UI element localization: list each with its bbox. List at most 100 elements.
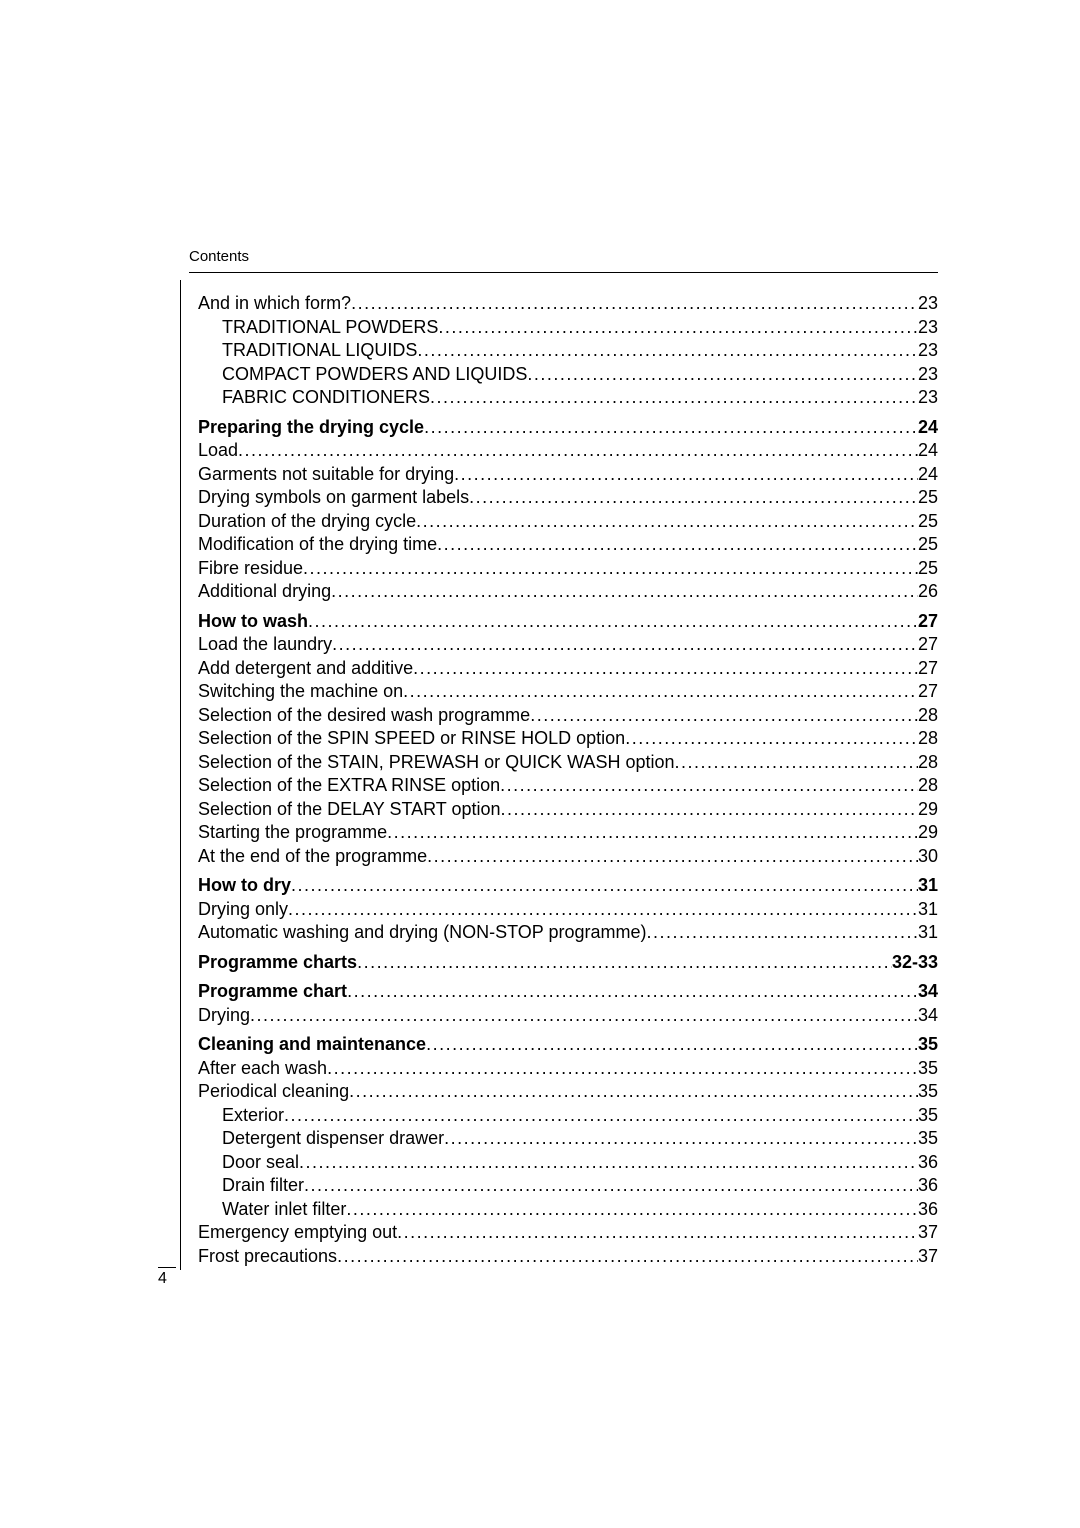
- content-left-rule: [180, 280, 181, 1270]
- toc-line-text: At the end of the programme: [198, 845, 427, 869]
- toc-line-text: Switching the machine on: [198, 680, 403, 704]
- toc-line-text: Programme chart: [198, 980, 347, 1004]
- toc-dot-leader: ........................................…: [427, 845, 918, 869]
- toc-line-page: 23: [918, 339, 938, 363]
- toc-line: Preparing the drying cycle .............…: [198, 416, 938, 440]
- toc-dot-leader: ........................................…: [331, 580, 918, 604]
- toc-dot-leader: ........................................…: [238, 439, 918, 463]
- toc-line: Periodical cleaning ....................…: [198, 1080, 938, 1104]
- toc-dot-leader: ........................................…: [303, 557, 918, 581]
- toc-line-text: Garments not suitable for drying: [198, 463, 454, 487]
- toc-dot-leader: ........................................…: [675, 751, 918, 775]
- toc-dot-leader: ........................................…: [625, 727, 918, 751]
- toc-line-page: 25: [918, 510, 938, 534]
- toc-line-page: 28: [918, 774, 938, 798]
- toc-line: Add detergent and additive .............…: [198, 657, 938, 681]
- toc-line: Water inlet filter .....................…: [198, 1198, 938, 1222]
- toc-line-text: TRADITIONAL POWDERS: [222, 316, 438, 340]
- toc-line-page: 31: [918, 874, 938, 898]
- toc-dot-leader: ........................................…: [288, 898, 918, 922]
- toc-line-text: FABRIC CONDITIONERS: [222, 386, 430, 410]
- toc-line-page: 36: [918, 1198, 938, 1222]
- toc-line-text: Drying: [198, 1004, 250, 1028]
- toc-dot-leader: ........................................…: [416, 510, 918, 534]
- toc-line-text: Additional drying: [198, 580, 331, 604]
- toc-line-text: Preparing the drying cycle: [198, 416, 424, 440]
- toc-line: Selection of the desired wash programme …: [198, 704, 938, 728]
- toc-line-page: 27: [918, 680, 938, 704]
- toc-dot-leader: ........................................…: [387, 821, 918, 845]
- toc-line-page: 35: [918, 1127, 938, 1151]
- toc-line: Garments not suitable for drying .......…: [198, 463, 938, 487]
- toc-line-page: 25: [918, 486, 938, 510]
- toc-line-text: Frost precautions: [198, 1245, 337, 1269]
- toc-line: How to dry .............................…: [198, 874, 938, 898]
- toc-line-page: 37: [918, 1221, 938, 1245]
- toc-line: TRADITIONAL POWDERS ....................…: [198, 316, 938, 340]
- toc-line-page: 29: [918, 821, 938, 845]
- toc-dot-leader: ........................................…: [332, 633, 918, 657]
- toc-line-page: 31: [918, 921, 938, 945]
- toc-dot-leader: ........................................…: [437, 533, 918, 557]
- toc-line-page: 24: [918, 463, 938, 487]
- toc-line: Programme chart ........................…: [198, 980, 938, 1004]
- toc-line-text: Water inlet filter: [222, 1198, 346, 1222]
- toc-line-text: Periodical cleaning: [198, 1080, 349, 1104]
- toc-line: Load ...................................…: [198, 439, 938, 463]
- toc-line-text: Starting the programme: [198, 821, 387, 845]
- toc-line-page: 25: [918, 533, 938, 557]
- toc-line-text: Add detergent and additive: [198, 657, 413, 681]
- toc-line-text: TRADITIONAL LIQUIDS: [222, 339, 417, 363]
- toc-line-page: 31: [918, 898, 938, 922]
- toc-line-text: Detergent dispenser drawer: [222, 1127, 444, 1151]
- toc-dot-leader: ........................................…: [308, 610, 918, 634]
- toc-line: Switching the machine on ...............…: [198, 680, 938, 704]
- footer-rule: [158, 1267, 176, 1268]
- toc-line: Selection of the EXTRA RINSE option ....…: [198, 774, 938, 798]
- toc-line: Automatic washing and drying (NON-STOP p…: [198, 921, 938, 945]
- toc-line: Starting the programme .................…: [198, 821, 938, 845]
- toc-dot-leader: ........................................…: [417, 339, 918, 363]
- toc-line-text: Selection of the SPIN SPEED or RINSE HOL…: [198, 727, 625, 751]
- toc-line-page: 36: [918, 1151, 938, 1175]
- header-label: Contents: [189, 248, 249, 265]
- toc-line: Duration of the drying cycle ...........…: [198, 510, 938, 534]
- toc-line-text: Load the laundry: [198, 633, 332, 657]
- toc-dot-leader: ........................................…: [527, 363, 918, 387]
- toc-line: TRADITIONAL LIQUIDS ....................…: [198, 339, 938, 363]
- toc-line-page: 28: [918, 727, 938, 751]
- toc-line: Drying only ............................…: [198, 898, 938, 922]
- toc-line-page: 27: [918, 657, 938, 681]
- toc-line-text: Emergency emptying out: [198, 1221, 397, 1245]
- toc-line: Drying symbols on garment labels .......…: [198, 486, 938, 510]
- toc-dot-leader: ........................................…: [327, 1057, 918, 1081]
- toc-line: Door seal ..............................…: [198, 1151, 938, 1175]
- toc-dot-leader: ........................................…: [647, 921, 918, 945]
- toc-dot-leader: ........................................…: [403, 680, 918, 704]
- toc-dot-leader: ........................................…: [357, 951, 892, 975]
- toc-line-page: 35: [918, 1057, 938, 1081]
- toc-line-page: 35: [918, 1033, 938, 1057]
- toc-line: After each wash ........................…: [198, 1057, 938, 1081]
- toc-line-page: 28: [918, 704, 938, 728]
- toc-line: And in which form? .....................…: [198, 292, 938, 316]
- toc-dot-leader: ........................................…: [426, 1033, 918, 1057]
- toc-line: Fibre residue ..........................…: [198, 557, 938, 581]
- toc-line: Emergency emptying out .................…: [198, 1221, 938, 1245]
- toc-line: Cleaning and maintenance ...............…: [198, 1033, 938, 1057]
- toc-dot-leader: ........................................…: [337, 1245, 918, 1269]
- toc-dot-leader: ........................................…: [500, 774, 918, 798]
- toc-line-page: 35: [918, 1080, 938, 1104]
- toc-line-text: Programme charts: [198, 951, 357, 975]
- toc-line-text: Drying only: [198, 898, 288, 922]
- toc-dot-leader: ........................................…: [430, 386, 918, 410]
- toc-dot-leader: ........................................…: [454, 463, 918, 487]
- toc-dot-leader: ........................................…: [351, 292, 918, 316]
- page: Contents And in which form? ............…: [0, 0, 1080, 1528]
- toc-line-text: Selection of the DELAY START option: [198, 798, 501, 822]
- toc-line-text: Fibre residue: [198, 557, 303, 581]
- toc-dot-leader: ........................................…: [346, 1198, 918, 1222]
- toc-line-text: Selection of the EXTRA RINSE option: [198, 774, 500, 798]
- toc-line: Additional drying ......................…: [198, 580, 938, 604]
- table-of-contents: And in which form? .....................…: [198, 292, 938, 1268]
